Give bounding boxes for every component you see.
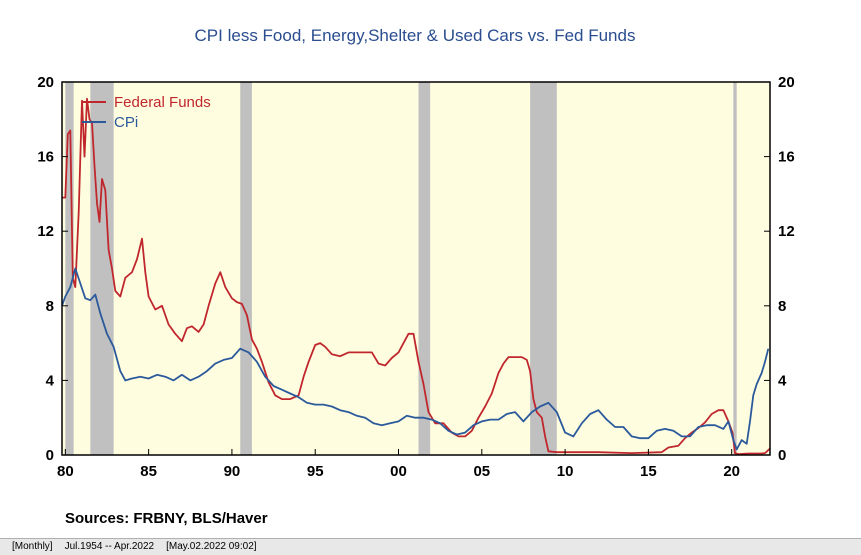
y-tick-label-left: 20	[37, 74, 54, 91]
x-tick-label: 00	[390, 463, 407, 480]
y-tick-label-left: 16	[37, 149, 54, 166]
recession-band-0	[65, 82, 74, 455]
y-tick-label-right: 4	[778, 372, 787, 389]
x-tick-label: 10	[557, 463, 574, 480]
recession-band-4	[530, 82, 557, 455]
y-tick-label-left: 8	[46, 298, 54, 315]
recession-band-5	[733, 82, 737, 455]
x-tick-label: 15	[640, 463, 657, 480]
recession-band-3	[418, 82, 431, 455]
plot-background	[62, 82, 770, 455]
x-tick-label: 85	[140, 463, 157, 480]
legend-label: Federal Funds	[114, 94, 211, 111]
y-tick-label-right: 16	[778, 149, 795, 166]
x-tick-label: 05	[473, 463, 490, 480]
x-tick-label: 95	[307, 463, 324, 480]
legend-label: CPi	[114, 114, 138, 131]
sources-note: Sources: FRBNY, BLS/Haver	[65, 510, 268, 527]
y-tick-label-left: 12	[37, 223, 54, 240]
series-line-cpi	[61, 267, 770, 451]
plot-area	[62, 82, 770, 455]
y-axis-right: 0 4 8 12 16 20	[764, 74, 795, 464]
x-axis: 80 85 90 95 00 05 10 15 20	[57, 449, 740, 480]
y-tick-label-right: 12	[778, 223, 795, 240]
recession-bands	[65, 82, 737, 455]
series-line-fed-funds	[62, 97, 771, 456]
x-tick-label: 80	[57, 463, 74, 480]
y-tick-label-left: 4	[46, 372, 55, 389]
y-tick-label-right: 0	[778, 447, 786, 464]
plot-border	[61, 81, 771, 456]
x-tick-label: 20	[723, 463, 740, 480]
y-tick-label-left: 0	[46, 447, 54, 464]
series-lines	[61, 97, 771, 456]
status-timestamp: [May.02.2022 09:02]	[166, 541, 257, 552]
recession-band-2	[240, 82, 252, 455]
y-axis-left: 0 4 8 12 16 20	[37, 74, 68, 464]
chart-plot: 0 4 8 12 16 20 0 4 8 12 16 20 80 85 90 95 00 05 10 15 20 F…	[37, 74, 795, 480]
legend: Federal Funds CPi	[82, 94, 211, 131]
y-tick-label-right: 20	[778, 74, 795, 91]
x-tick-label: 90	[224, 463, 241, 480]
chart-title: CPI less Food, Energy,Shelter & Used Car…	[194, 26, 636, 45]
y-tick-label-right: 8	[778, 298, 786, 315]
plot-frame	[61, 81, 771, 456]
status-range: Jul.1954 -- Apr.2022	[64, 541, 155, 552]
recession-band-1	[90, 82, 114, 455]
status-bar: [Monthly] Jul.1954 -- Apr.2022 [May.02.202…	[0, 538, 861, 555]
status-frequency: [Monthly]	[12, 541, 53, 552]
